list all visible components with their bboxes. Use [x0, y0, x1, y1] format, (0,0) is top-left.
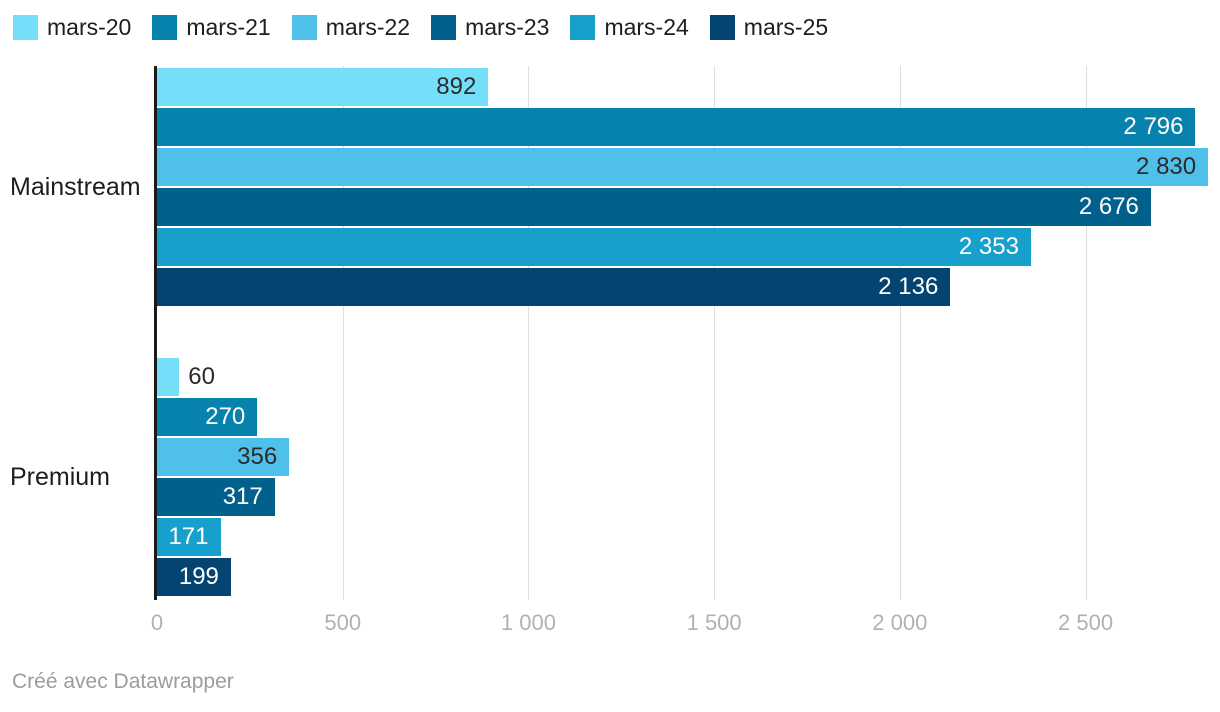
bar-mars-23-mainstream	[157, 188, 1151, 226]
legend-item-mars-24: mars-24	[570, 14, 689, 41]
legend-label: mars-25	[743, 14, 829, 40]
bar-value-label: 60	[188, 363, 215, 390]
bar-mars-20-mainstream	[157, 68, 489, 106]
bar-value-label: 171	[168, 523, 209, 550]
gridline	[899, 66, 901, 600]
gridline	[342, 66, 344, 600]
x-axis-tick-label: 2 000	[872, 610, 928, 635]
bar-mars-24-mainstream	[157, 228, 1031, 266]
x-axis-tick-label: 0	[150, 610, 164, 635]
bar-mars-21-premium	[157, 398, 258, 436]
gridline	[714, 66, 716, 600]
bar-mars-25-premium	[157, 558, 231, 596]
legend-item-mars-25: mars-25	[709, 14, 829, 41]
bar-mars-23-premium	[157, 478, 275, 516]
bar-value-label: 270	[205, 403, 246, 430]
bar-mars-22-mainstream	[157, 148, 1209, 186]
legend-label: mars-24	[604, 14, 689, 40]
gridline	[528, 66, 530, 600]
bar-mars-22-premium	[157, 438, 290, 476]
category-label: Mainstream	[10, 173, 141, 201]
bar-value-label: 892	[436, 73, 477, 100]
bar-value-label: 2 830	[1136, 153, 1197, 180]
legend-label: mars-21	[186, 14, 271, 40]
bar-mars-20-premium	[157, 358, 180, 396]
chart-legend: mars-20 mars-21 mars-22 mars-23 mars-24 mars-…	[13, 14, 828, 41]
legend-swatch	[431, 15, 457, 40]
gridline	[1085, 66, 1087, 600]
bar-value-label: 356	[237, 443, 278, 470]
x-axis-tick-label: 1 000	[500, 610, 556, 635]
bar-value-label: 2 676	[1078, 193, 1139, 220]
legend-label: mars-20	[47, 14, 132, 40]
legend-swatch	[709, 15, 735, 40]
bar-value-label: 317	[222, 483, 263, 510]
bar-value-label: 199	[178, 563, 219, 590]
bar-mars-25-mainstream	[157, 268, 951, 306]
chart-credit: Créé avec Datawrapper	[12, 670, 234, 693]
x-axis-tick-label: 2 500	[1058, 610, 1114, 635]
legend-item-mars-21: mars-21	[152, 14, 271, 41]
legend-label: mars-23	[465, 14, 550, 40]
legend-item-mars-23: mars-23	[431, 14, 549, 41]
legend-label: mars-22	[325, 14, 411, 40]
legend-item-mars-20: mars-20	[13, 14, 131, 41]
bar-value-label: 2 136	[878, 273, 939, 300]
bar-value-label: 2 353	[958, 233, 1019, 260]
plot-area: 0 500 1 000 1 500 2 000 2 500 892 2 796 2 830 2 6…	[151, 66, 1220, 635]
bar-mars-24-premium	[157, 518, 221, 556]
legend-swatch	[13, 15, 38, 40]
bar-value-label: 2 796	[1123, 113, 1184, 140]
x-axis-tick-label: 500	[324, 610, 362, 635]
legend-item-mars-22: mars-22	[291, 14, 411, 41]
category-label: Premium	[10, 463, 111, 491]
bar-mars-21-mainstream	[157, 108, 1196, 146]
x-axis-tick-label: 1 500	[686, 610, 742, 635]
y-axis-line	[154, 66, 157, 600]
legend-swatch	[291, 15, 317, 40]
legend-swatch	[570, 15, 596, 40]
legend-swatch	[152, 15, 178, 40]
